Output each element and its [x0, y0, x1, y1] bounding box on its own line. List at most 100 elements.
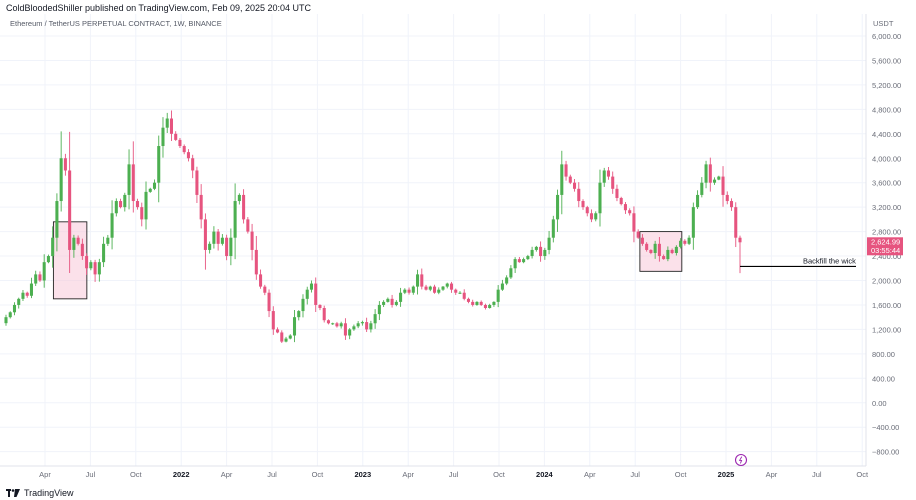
footer-brand[interactable]: TradingView — [6, 486, 74, 500]
candle-body — [365, 322, 369, 330]
candle-body — [373, 314, 377, 324]
candle-body — [326, 320, 330, 324]
time-axis[interactable]: Apr Jul Oct 2022 Apr Jul Oct 2023 Apr Jul Oct 2024 A… — [39, 470, 869, 479]
y-tick-label: 5,600.00 — [872, 56, 901, 65]
candle-body — [458, 292, 462, 294]
candle-body — [131, 164, 135, 202]
candle-body — [314, 283, 318, 305]
candle-body — [471, 301, 475, 305]
candle-body — [8, 312, 12, 318]
currency-label: USDT — [873, 19, 894, 28]
candle-body — [297, 311, 301, 318]
candle-body — [263, 286, 267, 293]
tradingview-brand: TradingView — [24, 488, 74, 498]
candle-body — [276, 329, 280, 333]
candle-body — [76, 237, 80, 244]
candle-body — [475, 301, 479, 305]
y-tick-label: 4,800.00 — [872, 105, 901, 114]
x-tick-label: Oct — [675, 470, 688, 479]
backfill-annotation[interactable]: Backfill the wick — [740, 256, 856, 268]
candle-body — [615, 188, 619, 198]
y-tick-label: 5,200.00 — [872, 81, 901, 90]
candle-body — [157, 146, 161, 183]
candle-body — [72, 237, 76, 250]
candle-body — [547, 237, 551, 250]
y-tick-label: 4,400.00 — [872, 130, 901, 139]
candle-body — [68, 170, 72, 250]
chart[interactable]: Ethereum / TetherUS PERPETUAL CONTRACT, … — [0, 0, 916, 486]
candle-body — [496, 289, 500, 302]
candle-body — [135, 201, 140, 208]
candle-body — [407, 289, 411, 293]
candle-body — [513, 259, 517, 269]
candle-body — [102, 243, 106, 263]
candle-body — [449, 283, 454, 290]
candle-body — [165, 118, 169, 128]
candle-body — [577, 188, 581, 202]
candle-body — [123, 194, 127, 208]
candle-body — [4, 317, 8, 324]
candle-body — [203, 219, 207, 250]
candle-body — [288, 335, 292, 339]
candle-body — [725, 194, 729, 202]
candle-body — [729, 201, 734, 208]
x-tick-label: Apr — [402, 470, 414, 479]
candle-body — [416, 274, 420, 287]
candle-body — [29, 283, 33, 296]
candle-body — [492, 301, 496, 305]
event-marker[interactable] — [734, 453, 748, 467]
price-axis[interactable]: 6,000.00 5,600.00 5,200.00 4,800.00 4,400.00… — [872, 32, 901, 457]
candle-body — [195, 170, 199, 195]
gridlines — [0, 14, 866, 466]
candle-body — [12, 304, 17, 313]
candle-body — [640, 237, 644, 244]
x-tick-label: Apr — [766, 470, 778, 479]
candle-body — [85, 256, 89, 269]
candle-body — [500, 283, 504, 290]
candle-body — [382, 301, 386, 305]
candle-body — [543, 249, 547, 257]
candle-body — [259, 274, 263, 287]
candle-body — [645, 243, 649, 250]
candle-body — [271, 311, 275, 330]
y-tick-label: 1,600.00 — [872, 301, 901, 310]
candle-body — [691, 207, 695, 238]
x-tick-label: 2025 — [718, 470, 735, 479]
candle-body — [589, 213, 594, 220]
candle-body — [301, 298, 305, 312]
y-tick-label: 2,400.00 — [872, 252, 901, 261]
x-tick-label: Jul — [86, 470, 96, 479]
y-tick-label: 400.00 — [872, 374, 895, 383]
candle-body — [403, 289, 407, 293]
candle-body — [717, 176, 721, 180]
y-tick-label: 3,600.00 — [872, 179, 901, 188]
candle-body — [229, 237, 233, 257]
candle-body — [225, 237, 229, 257]
candle-body — [356, 323, 360, 327]
candle-body — [594, 213, 598, 220]
highlight-zone[interactable] — [52, 221, 88, 300]
candle-body — [309, 283, 314, 290]
candle-body — [369, 323, 373, 330]
bar-countdown: 03:55:44 — [871, 246, 900, 255]
candle-body — [339, 323, 343, 327]
candle-body — [80, 243, 84, 257]
y-tick-label: 4,000.00 — [872, 154, 901, 163]
candle-body — [522, 259, 526, 263]
candle-body — [386, 298, 390, 302]
candle-body — [178, 139, 182, 147]
x-tick-label: Apr — [39, 470, 51, 479]
x-tick-label: Oct — [312, 470, 325, 479]
candle-body — [534, 246, 538, 250]
candle-body — [611, 176, 615, 189]
candle-body — [55, 201, 59, 238]
candle-body — [199, 194, 203, 220]
tradingview-logo-icon — [6, 489, 20, 497]
candle-body — [606, 170, 611, 177]
candle-body — [713, 179, 717, 183]
candle-body — [343, 323, 347, 336]
y-tick-label: 6,000.00 — [872, 32, 901, 41]
candle-body — [437, 289, 441, 293]
candle-body — [632, 213, 636, 232]
y-tick-label: 3,200.00 — [872, 203, 901, 212]
